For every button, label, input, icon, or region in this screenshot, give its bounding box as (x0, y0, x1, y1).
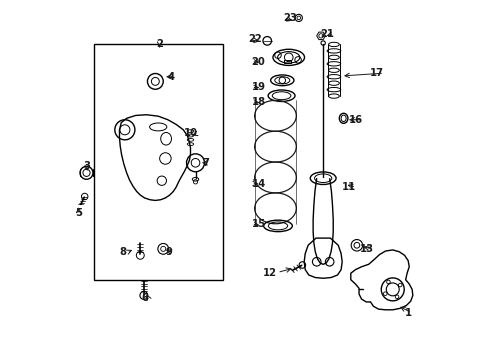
Text: 18: 18 (251, 97, 266, 107)
Text: 11: 11 (342, 182, 356, 192)
Text: 22: 22 (248, 35, 262, 44)
Text: 3: 3 (84, 161, 91, 171)
Text: 5: 5 (75, 208, 82, 218)
Text: 8: 8 (120, 247, 126, 257)
Text: 7: 7 (202, 158, 209, 168)
Text: 2: 2 (156, 39, 163, 49)
Text: 12: 12 (263, 267, 277, 278)
Text: 10: 10 (184, 129, 197, 138)
Text: 9: 9 (166, 247, 172, 257)
Text: 20: 20 (251, 57, 265, 67)
Text: 4: 4 (168, 72, 175, 82)
Text: 23: 23 (284, 13, 297, 23)
Text: 16: 16 (348, 115, 363, 125)
Text: 14: 14 (251, 179, 266, 189)
Text: 6: 6 (141, 293, 148, 303)
Text: 13: 13 (359, 244, 373, 254)
Text: 21: 21 (320, 29, 334, 39)
Bar (95, 44, 223, 280)
Text: 19: 19 (251, 82, 266, 93)
Bar (284, 60, 291, 63)
Text: 17: 17 (370, 68, 384, 78)
Text: 1: 1 (405, 308, 412, 318)
Text: 15: 15 (251, 219, 266, 229)
